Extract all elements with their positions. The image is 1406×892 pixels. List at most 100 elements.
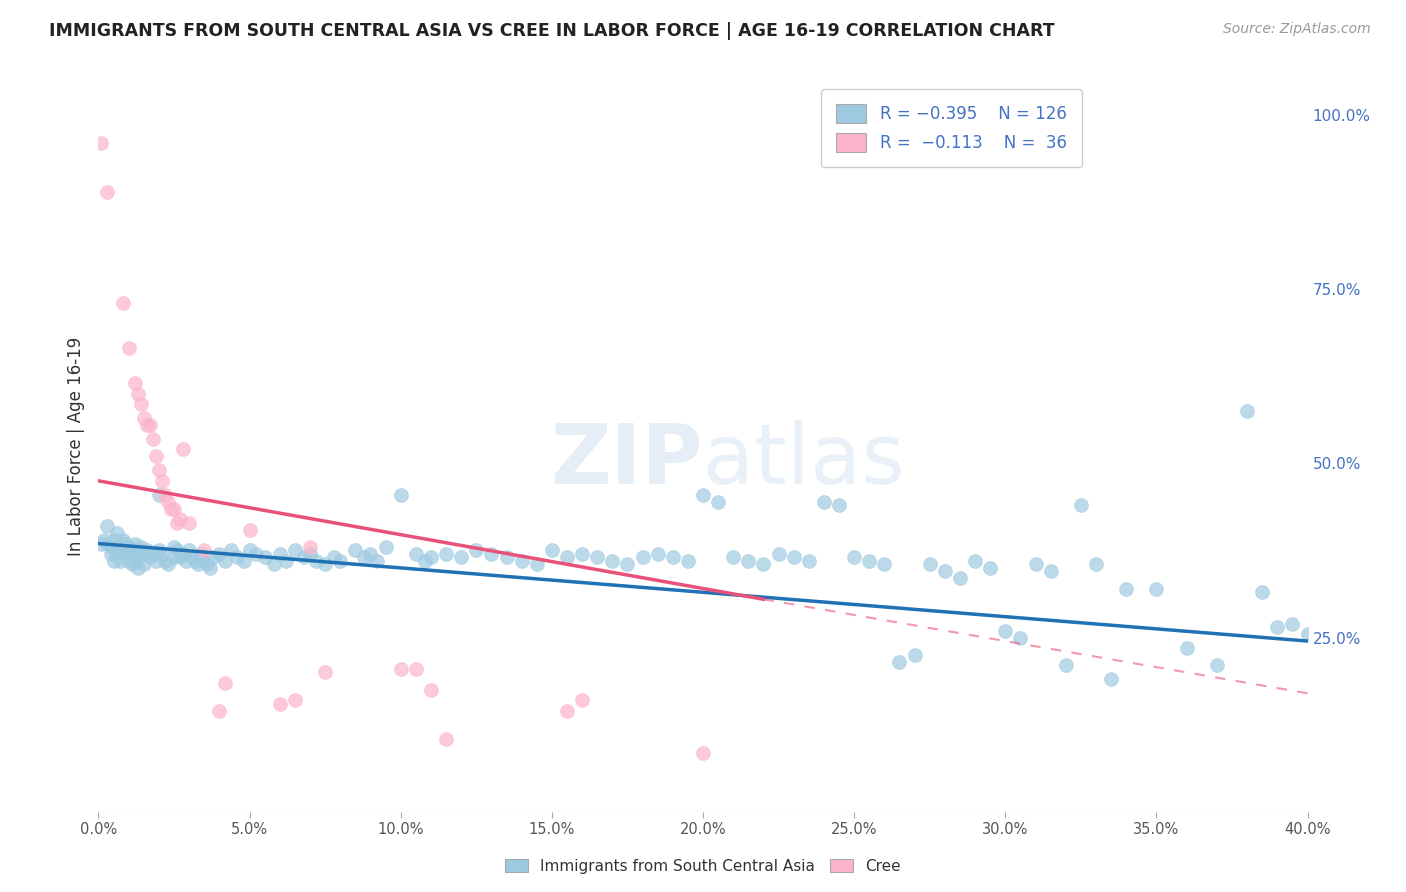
Point — [374, 540, 396, 554]
Point — [269, 697, 291, 711]
Point — [420, 682, 443, 697]
Point — [142, 547, 165, 561]
Point — [1024, 558, 1046, 572]
Point — [121, 543, 143, 558]
Point — [239, 543, 262, 558]
Point — [904, 648, 927, 662]
Point — [166, 516, 188, 530]
Point — [129, 397, 152, 411]
Point — [174, 554, 197, 568]
Text: IMMIGRANTS FROM SOUTH CENTRAL ASIA VS CREE IN LABOR FORCE | AGE 16-19 CORRELATIO: IMMIGRANTS FROM SOUTH CENTRAL ASIA VS CR… — [49, 22, 1054, 40]
Point — [150, 474, 173, 488]
Point — [124, 536, 146, 550]
Point — [555, 704, 578, 718]
Point — [100, 540, 122, 554]
Point — [284, 543, 307, 558]
Point — [111, 533, 134, 547]
Point — [647, 547, 669, 561]
Point — [156, 494, 179, 508]
Point — [305, 554, 328, 568]
Point — [1085, 558, 1108, 572]
Point — [181, 550, 204, 565]
Point — [661, 550, 683, 565]
Point — [434, 547, 457, 561]
Point — [389, 662, 412, 676]
Point — [692, 746, 714, 760]
Point — [148, 488, 170, 502]
Point — [142, 432, 165, 446]
Point — [1054, 658, 1077, 673]
Point — [239, 523, 262, 537]
Point — [1267, 620, 1289, 634]
Point — [139, 418, 162, 433]
Point — [353, 550, 375, 565]
Point — [858, 554, 880, 568]
Point — [135, 543, 157, 558]
Point — [226, 550, 249, 565]
Point — [1039, 565, 1062, 579]
Text: atlas: atlas — [703, 420, 904, 501]
Point — [132, 411, 155, 425]
Point — [676, 554, 699, 568]
Point — [571, 693, 593, 707]
Point — [1099, 673, 1122, 687]
Point — [1175, 640, 1198, 655]
Point — [105, 543, 128, 558]
Point — [314, 558, 336, 572]
Point — [187, 558, 209, 572]
Point — [873, 558, 896, 572]
Point — [214, 554, 236, 568]
Point — [481, 547, 503, 561]
Point — [195, 558, 218, 572]
Point — [190, 547, 212, 561]
Point — [707, 494, 730, 508]
Point — [100, 547, 122, 561]
Point — [420, 550, 443, 565]
Point — [1296, 627, 1319, 641]
Y-axis label: In Labor Force | Age 16-19: In Labor Force | Age 16-19 — [66, 336, 84, 556]
Point — [299, 547, 322, 561]
Point — [965, 554, 987, 568]
Point — [323, 550, 346, 565]
Point — [179, 516, 201, 530]
Point — [1070, 498, 1092, 512]
Point — [405, 547, 427, 561]
Point — [193, 554, 215, 568]
Point — [1010, 631, 1032, 645]
Point — [555, 550, 578, 565]
Point — [145, 554, 167, 568]
Point — [184, 554, 207, 568]
Point — [166, 543, 188, 558]
Point — [465, 543, 488, 558]
Point — [1144, 582, 1167, 596]
Point — [121, 558, 143, 572]
Point — [571, 547, 593, 561]
Point — [145, 450, 167, 464]
Point — [208, 704, 231, 718]
Point — [813, 494, 835, 508]
Point — [269, 547, 291, 561]
Point — [221, 543, 243, 558]
Point — [105, 526, 128, 541]
Point — [768, 547, 790, 561]
Point — [344, 543, 367, 558]
Point — [389, 488, 412, 502]
Point — [160, 501, 183, 516]
Point — [153, 488, 176, 502]
Point — [616, 558, 638, 572]
Point — [263, 558, 285, 572]
Point — [1206, 658, 1229, 673]
Point — [132, 558, 155, 572]
Point — [214, 676, 236, 690]
Point — [737, 554, 759, 568]
Point — [208, 547, 231, 561]
Point — [96, 536, 118, 550]
Point — [193, 543, 215, 558]
Point — [723, 550, 745, 565]
Point — [979, 561, 1001, 575]
Point — [169, 550, 191, 565]
Point — [413, 554, 436, 568]
Point — [103, 533, 125, 547]
Text: ZIP: ZIP — [551, 420, 703, 501]
Point — [253, 550, 276, 565]
